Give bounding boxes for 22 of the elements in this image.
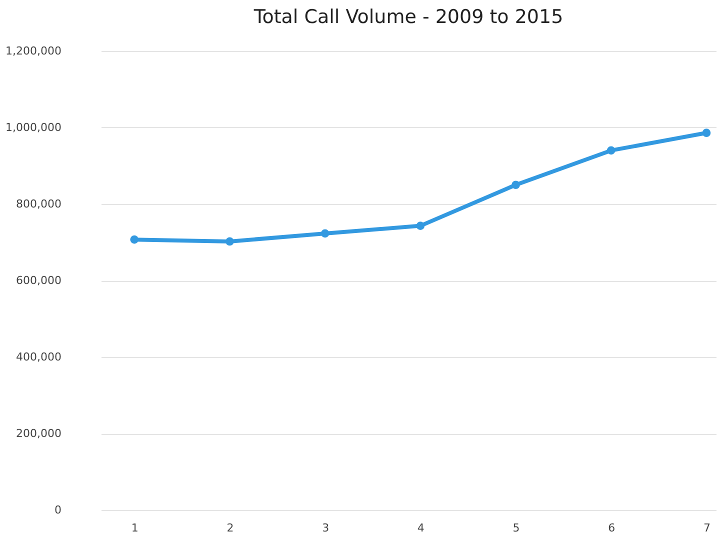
y-tick-label: 600,000 xyxy=(16,274,62,287)
point xyxy=(606,146,616,155)
point xyxy=(226,237,234,246)
y-tick-label: 800,000 xyxy=(16,198,62,210)
point xyxy=(512,180,520,190)
point xyxy=(416,222,425,230)
x-tick-label: 3 xyxy=(322,522,330,534)
x-tick-label: 4 xyxy=(417,522,424,534)
x-tick-label: 7 xyxy=(703,522,710,534)
x-tick-label: 6 xyxy=(608,522,616,534)
y-tick-label: 200,000 xyxy=(16,427,62,440)
y-tick-label: 1,000,000 xyxy=(6,121,62,134)
x-tick-label: 2 xyxy=(226,522,234,534)
y-tick-label: 1,200,000 xyxy=(6,44,62,58)
point xyxy=(320,229,330,238)
x-tick-label: 5 xyxy=(512,522,520,534)
y-tick-label: 400,000 xyxy=(16,350,62,364)
x-tick-label: 1 xyxy=(131,522,138,534)
chart-title: Total Call Volume - 2009 to 2015 xyxy=(252,6,564,28)
point xyxy=(702,128,711,138)
point xyxy=(130,235,139,244)
y-tick-label: 0 xyxy=(54,504,62,516)
